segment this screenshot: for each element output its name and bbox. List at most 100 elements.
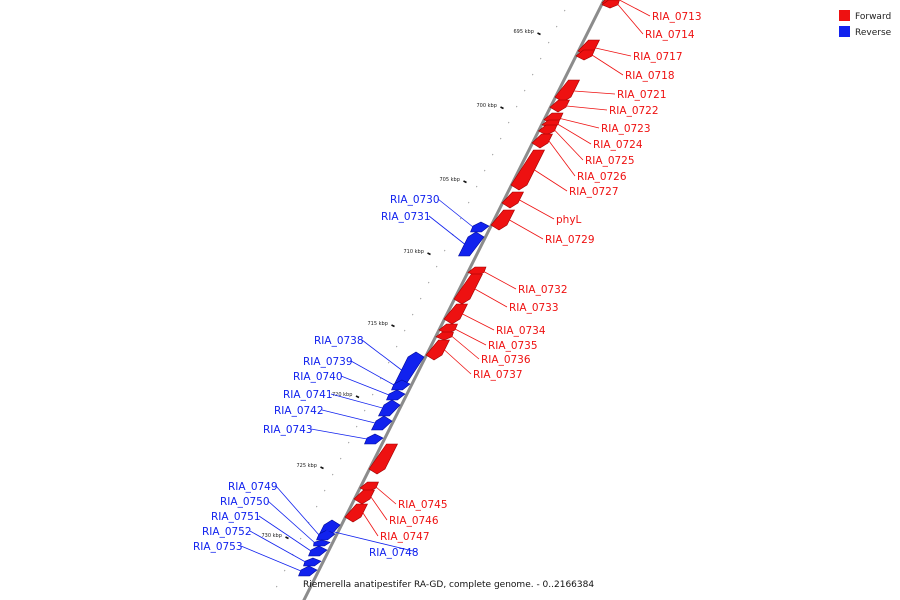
gene-label-ria_0736[interactable]: RIA_0736 xyxy=(481,354,531,366)
gene-arrow-ria_0740[interactable] xyxy=(386,389,406,401)
guide-dot xyxy=(379,377,382,380)
legend-reverse-label: Reverse xyxy=(855,28,892,38)
guide-dot xyxy=(547,41,550,44)
gene-leader-line xyxy=(554,129,584,161)
gene-label-ria_0722[interactable]: RIA_0722 xyxy=(609,105,659,117)
gene-arrow-ria_0753[interactable] xyxy=(298,565,318,577)
gene-arrow-ria_0726[interactable] xyxy=(531,133,553,149)
legend-forward-swatch xyxy=(839,10,850,21)
gene-leader-line xyxy=(595,47,632,57)
guide-dot xyxy=(435,265,438,268)
gene-label-ria_0713[interactable]: RIA_0713 xyxy=(652,11,702,23)
gene-label-ria_0732[interactable]: RIA_0732 xyxy=(518,284,568,296)
gene-leader-line xyxy=(573,90,616,95)
gene-label-phyl[interactable]: phyL xyxy=(556,214,582,226)
gene-label-ria_0748[interactable]: RIA_0748 xyxy=(369,547,419,559)
gene-label-ria_0740[interactable]: RIA_0740 xyxy=(293,371,343,383)
guide-dot xyxy=(539,57,542,60)
guide-dot xyxy=(427,281,430,284)
gene-label-ria_0753[interactable]: RIA_0753 xyxy=(193,541,243,553)
gene-label-ria_0721[interactable]: RIA_0721 xyxy=(617,89,667,101)
gene-label-ria_0742[interactable]: RIA_0742 xyxy=(274,405,324,417)
gene-label-ria_0738[interactable]: RIA_0738 xyxy=(314,335,364,347)
gene-label-ria_0727[interactable]: RIA_0727 xyxy=(569,186,619,198)
tick-mark xyxy=(500,106,504,110)
gene-label-ria_0743[interactable]: RIA_0743 xyxy=(263,424,313,436)
gene-arrow-ria_0730[interactable] xyxy=(470,221,490,233)
tick-label: 730 kbp xyxy=(262,533,282,539)
gene-label-ria_0714[interactable]: RIA_0714 xyxy=(645,29,695,41)
guide-dot xyxy=(411,313,414,316)
gene-arrow-ria_0750[interactable] xyxy=(313,539,331,547)
gene-arrow-ria_0743[interactable] xyxy=(364,433,384,445)
gene-label-ria_0741[interactable]: RIA_0741 xyxy=(283,389,333,401)
guide-dot xyxy=(499,137,502,140)
gene-arrow-ria_0746[interactable] xyxy=(353,489,375,505)
gene-label-ria_0726[interactable]: RIA_0726 xyxy=(577,171,627,183)
gene-label-ria_0739[interactable]: RIA_0739 xyxy=(303,356,353,368)
gene-leader-line xyxy=(557,123,592,145)
tick-label: 715 kbp xyxy=(368,321,388,327)
guide-dot xyxy=(475,185,478,188)
gene-label-ria_0750[interactable]: RIA_0750 xyxy=(220,496,270,508)
gene-arrow-ria_0725[interactable] xyxy=(537,124,558,136)
gene-label-ria_0747[interactable]: RIA_0747 xyxy=(380,531,430,543)
gene-label-ria_0729[interactable]: RIA_0729 xyxy=(545,234,595,246)
guide-dot xyxy=(515,105,518,108)
gene-arrow-ria_0736[interactable] xyxy=(435,331,454,341)
gene-label-ria_0752[interactable]: RIA_0752 xyxy=(202,526,252,538)
gene-leader-line xyxy=(275,485,320,536)
gene-label-ria_0725[interactable]: RIA_0725 xyxy=(585,155,635,167)
gene-label-ria_0733[interactable]: RIA_0733 xyxy=(509,302,559,314)
gene-arrow-ria_0722[interactable] xyxy=(549,99,570,113)
guide-dot xyxy=(387,361,390,364)
gene-label-ria_0723[interactable]: RIA_0723 xyxy=(601,123,651,135)
gene-label-ria_0734[interactable]: RIA_0734 xyxy=(496,325,546,337)
gene-leader-line xyxy=(361,339,402,371)
guide-dot xyxy=(467,201,470,204)
gene-label-ria_0749[interactable]: RIA_0749 xyxy=(228,481,278,493)
gene-arrow-ria_0714[interactable] xyxy=(601,0,620,9)
guide-dot xyxy=(315,505,318,508)
gene-label-ria_0730[interactable]: RIA_0730 xyxy=(390,194,440,206)
gene-leader-line xyxy=(240,545,302,572)
gene-label-ria_0751[interactable]: RIA_0751 xyxy=(211,511,261,523)
gene-arrow-ria_0752[interactable] xyxy=(303,557,322,567)
gene-label-ria_0737[interactable]: RIA_0737 xyxy=(473,369,523,381)
gene-leader-line xyxy=(249,530,306,563)
genome-caption: Riemerella anatipestifer RA-GD, complete… xyxy=(303,580,594,590)
gene-arrow-ria_0729[interactable] xyxy=(490,209,515,231)
gene-label-ria_0746[interactable]: RIA_0746 xyxy=(389,515,439,527)
gene-arrow-ria_0718[interactable] xyxy=(575,49,595,61)
guide-dot xyxy=(299,537,302,540)
gene-label-ria_0745[interactable]: RIA_0745 xyxy=(398,499,448,511)
gene-label-ria_0735[interactable]: RIA_0735 xyxy=(488,340,538,352)
gene-arrow-ria_0742[interactable] xyxy=(371,415,393,431)
gene-label-ria_0731[interactable]: RIA_0731 xyxy=(381,211,431,223)
guide-dot xyxy=(339,457,342,460)
gene-label-ria_0717[interactable]: RIA_0717 xyxy=(633,51,683,63)
gene-label-ria_0724[interactable]: RIA_0724 xyxy=(593,139,643,151)
guide-dot xyxy=(459,217,462,220)
gene-leader-line xyxy=(474,288,508,308)
gene-arrow-ria_0721[interactable] xyxy=(554,79,580,103)
gene-arrow-ria_0731[interactable] xyxy=(458,231,485,257)
gene-arrow-ria_0733[interactable] xyxy=(453,273,483,305)
gene-arrow-ria_0744[interactable] xyxy=(368,443,398,475)
gene-arrow-ria_0727[interactable] xyxy=(510,149,545,191)
gene-leader-line xyxy=(340,375,390,396)
gene-arrow-ria_0737[interactable] xyxy=(425,339,450,361)
tick-mark xyxy=(285,536,289,540)
tick-mark xyxy=(537,32,541,36)
gene-label-ria_0718[interactable]: RIA_0718 xyxy=(625,70,675,82)
guide-dot xyxy=(331,473,334,476)
gene-leader-line xyxy=(350,360,395,386)
gene-leader-line xyxy=(310,428,368,440)
gene-arrow-ria_0734[interactable] xyxy=(443,303,468,325)
guide-dot xyxy=(371,393,374,396)
guide-dot xyxy=(403,329,406,332)
gene-arrow-ria_0747[interactable] xyxy=(344,503,368,523)
gene-arrow-phyl[interactable] xyxy=(501,191,524,209)
gene-arrow-ria_0751[interactable] xyxy=(308,545,328,557)
